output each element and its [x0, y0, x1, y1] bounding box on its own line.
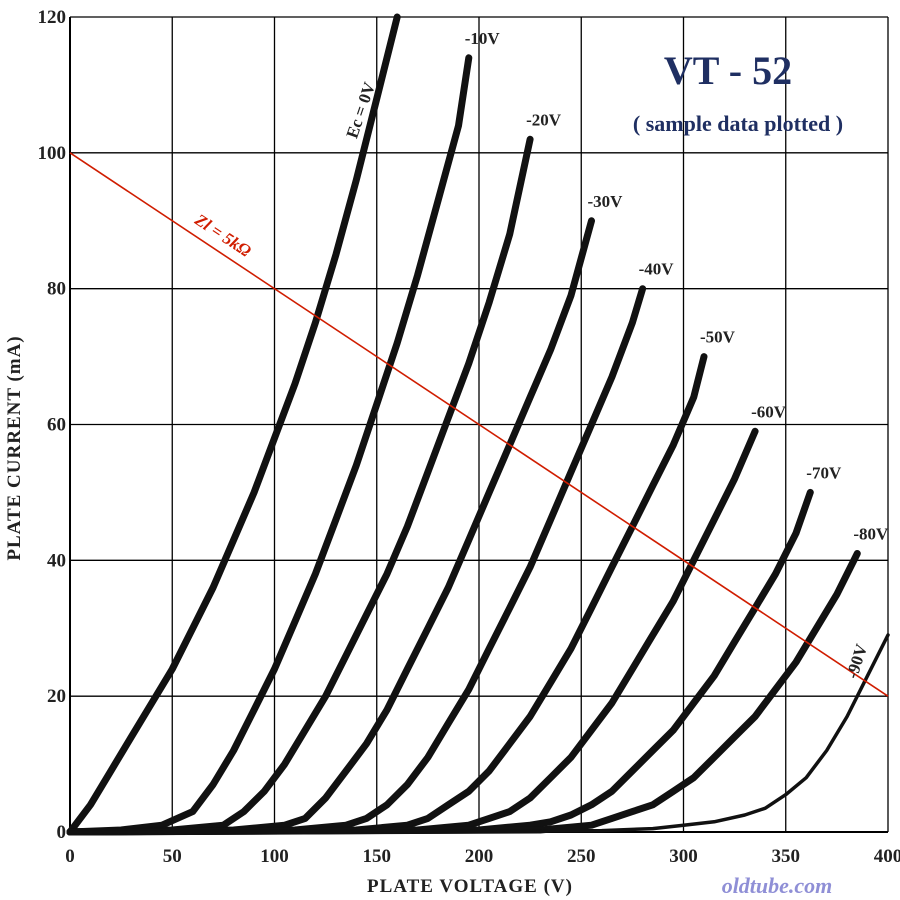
plate-curves — [66, 13, 890, 836]
x-axis-title: PLATE VOLTAGE (V) — [367, 876, 573, 897]
plate-curve-1 — [66, 54, 473, 836]
plate-curve-3 — [66, 217, 595, 836]
plate-curve-8 — [66, 550, 861, 836]
chart-subtitle: ( sample data plotted ) — [633, 111, 843, 136]
y-axis-title: PLATE CURRENT (mA) — [4, 335, 25, 560]
curve-label: -40V — [639, 260, 675, 279]
plate-curve-5 — [66, 353, 708, 836]
x-tick-label: 200 — [465, 846, 494, 867]
y-tick-label: 0 — [57, 822, 67, 843]
x-tick-label: 100 — [260, 846, 289, 867]
y-tick-label: 80 — [47, 279, 66, 300]
curve-label: -30V — [587, 192, 623, 211]
x-tick-label: 150 — [363, 846, 392, 867]
load-line-label: Zl = 5kΩ — [191, 210, 255, 261]
curve-label: -50V — [700, 328, 736, 347]
curve-label: -70V — [806, 463, 842, 482]
y-tick-label: 100 — [38, 143, 67, 164]
load-line-path — [69, 152, 889, 697]
x-tick-label: 0 — [65, 846, 75, 867]
x-tick-label: 400 — [874, 846, 900, 867]
y-tick-label: 40 — [47, 550, 66, 571]
x-tick-label: 350 — [772, 846, 801, 867]
plate-curve-2 — [66, 135, 534, 836]
y-tick-labels: 0 20 40 60 80 100 120 — [38, 7, 67, 843]
plate-curve-9 — [68, 633, 890, 834]
y-tick-label: 120 — [38, 7, 67, 28]
y-tick-label: 20 — [47, 686, 66, 707]
y-tick-label: 60 — [47, 415, 66, 436]
curve-label: -60V — [751, 402, 787, 421]
x-tick-label: 50 — [163, 846, 182, 867]
watermark-text: oldtube.com — [722, 873, 833, 898]
x-tick-label: 250 — [567, 846, 596, 867]
curve-label: -10V — [465, 29, 501, 48]
chart-title: VT - 52 — [664, 48, 792, 93]
x-tick-labels: 0 50 100 150 200 250 300 350 400 — [65, 846, 900, 867]
plate-curve-6 — [66, 427, 759, 836]
x-tick-label: 300 — [669, 846, 698, 867]
plate-curve-0 — [66, 13, 401, 836]
plate-curve-4 — [66, 285, 647, 836]
curve-label: -80V — [853, 525, 889, 544]
curve-label: -20V — [526, 110, 562, 129]
plate-curve-7 — [66, 488, 814, 836]
